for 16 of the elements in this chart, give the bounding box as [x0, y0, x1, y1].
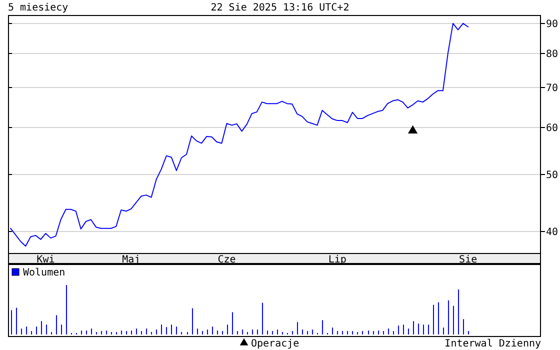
- x-tick-label: Sie: [459, 254, 478, 266]
- y-tick-label: 60: [546, 123, 558, 134]
- text: Interwal Dzienny: [444, 338, 541, 350]
- y-tick-label: 40: [546, 227, 558, 238]
- legend-label: Wolumen: [23, 268, 66, 278]
- x-tick-label: Kwi: [36, 254, 55, 266]
- line-series: [10, 22, 469, 247]
- y-tick-label: 90: [546, 19, 558, 30]
- y-tick-label: 80: [546, 49, 558, 60]
- legend-label: Operacje: [251, 338, 300, 350]
- x-tick-label: Lip: [328, 254, 346, 266]
- chart-title: 5 miesiecy: [8, 2, 68, 14]
- chart-subtitle: 22 Sie 2025 13:16 UTC+2: [210, 2, 350, 14]
- y-tick-label: 70: [546, 83, 558, 94]
- y-tick-label: 50: [546, 170, 558, 181]
- x-tick-label: Cze: [218, 254, 236, 266]
